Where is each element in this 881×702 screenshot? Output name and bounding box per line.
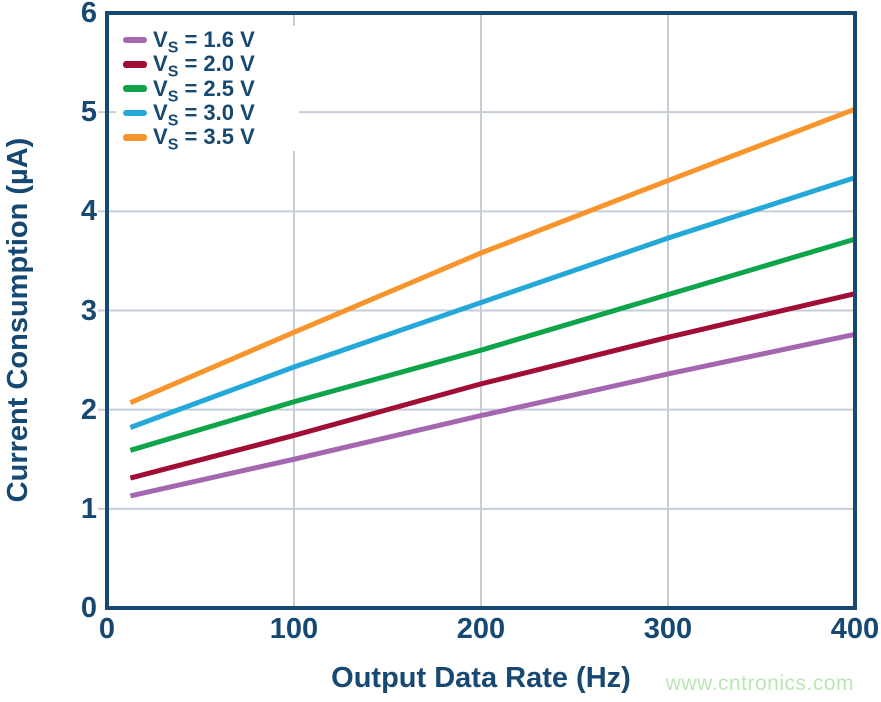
legend-label: VS = 3.5 V: [153, 124, 255, 154]
series-line-1.6v: [129, 331, 856, 499]
x-tick-label: 200: [456, 613, 506, 645]
y-tick-label: 6: [80, 0, 97, 29]
y-tick-label: 3: [80, 294, 97, 327]
series-line-2.5v: [129, 236, 856, 453]
y-tick-label: 4: [80, 195, 97, 228]
x-axis-title: Output Data Rate (Hz): [331, 662, 631, 694]
y-tick-label: 2: [80, 393, 97, 426]
x-tick-label: 100: [269, 613, 319, 645]
x-tick-label: 0: [98, 613, 116, 645]
x-tick-label: 400: [830, 613, 880, 645]
x-tick-label: 300: [643, 613, 693, 645]
legend-item: VS = 3.5 V: [123, 124, 299, 154]
legend-label: VS = 2.5 V: [153, 75, 255, 106]
legend: VS = 1.6 V VS = 2.0 V VS = 2.5 V VS = 3.0 V…: [116, 26, 299, 154]
series-line-2.0v: [129, 291, 856, 481]
series-line-3.5v: [129, 106, 856, 406]
legend-swatch: [123, 109, 147, 117]
legend-label: VS = 2.0 V: [153, 51, 255, 81]
series-line-3.0v: [129, 175, 856, 430]
legend-swatch: [123, 36, 147, 44]
legend-item: VS = 3.0 V: [123, 100, 299, 130]
legend-swatch: [123, 134, 147, 141]
plot-frame: [105, 11, 857, 610]
y-tick-label: 1: [80, 492, 97, 525]
legend-swatch: [123, 85, 147, 92]
legend-label: VS = 3.0 V: [153, 100, 255, 130]
legend-item: VS = 2.5 V: [123, 75, 299, 106]
legend-item: VS = 2.0 V: [123, 51, 299, 81]
watermark-text: www.cntronics.com: [665, 672, 854, 695]
legend-item: VS = 1.6 V: [123, 27, 299, 57]
y-tick-label: 0: [80, 592, 97, 624]
legend-swatch: [123, 61, 147, 68]
y-tick-label: 5: [80, 96, 97, 129]
legend-label: VS = 1.6 V: [153, 27, 255, 57]
